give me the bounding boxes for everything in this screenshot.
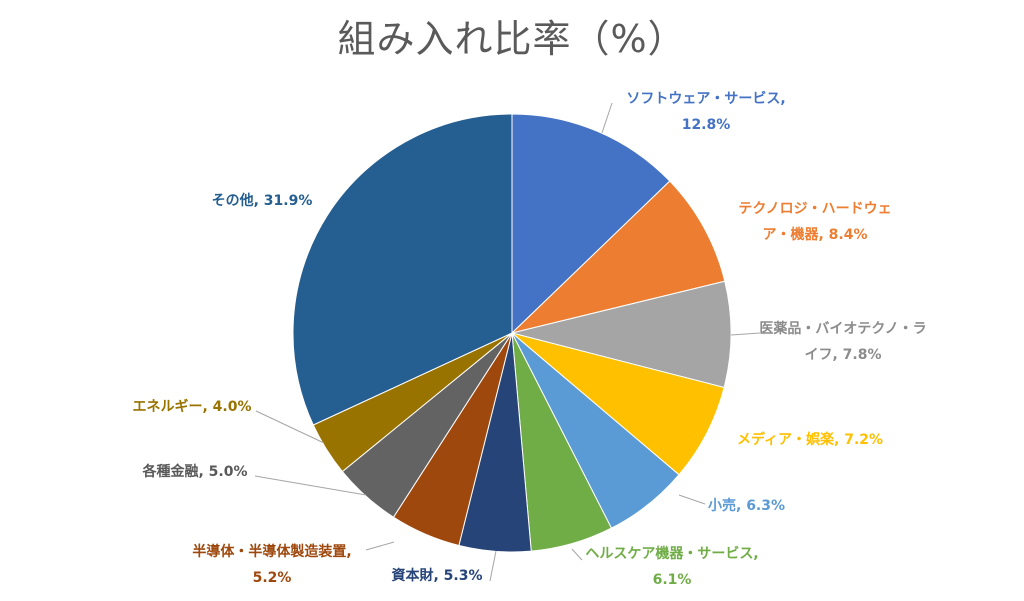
- data-label-line: 半導体・半導体製造装置,: [192, 543, 351, 560]
- data-label-line: エネルギー, 4.0%: [132, 398, 251, 415]
- data-label-line: その他, 31.9%: [212, 192, 313, 209]
- chart-title: 組み入れ比率（%）: [337, 17, 687, 61]
- data-label: メディア・娯楽, 7.2%: [737, 431, 883, 448]
- data-label-line: 5.2%: [253, 570, 292, 586]
- data-label-line: 資本財, 5.3%: [391, 567, 482, 584]
- leader-line: [489, 550, 497, 582]
- leader-line: [571, 548, 583, 561]
- data-label: 医薬品・バイオテクノ・ライフ, 7.8%: [759, 320, 926, 363]
- data-label: 半導体・半導体製造装置, 5.2%: [192, 543, 351, 586]
- data-label-line: ヘルスケア機器・サービス,: [585, 545, 758, 562]
- data-label-line: 小売, 6.3%: [708, 497, 785, 514]
- leader-line: [730, 332, 761, 336]
- data-label: 小売, 6.3%: [708, 497, 785, 514]
- pie-slice: [292, 113, 513, 426]
- pie-slice: [511, 332, 725, 476]
- pie-slice: [511, 280, 732, 389]
- data-label: ヘルスケア機器・サービス, 6.1%: [585, 545, 758, 588]
- leader-line: [365, 541, 395, 551]
- data-label-line: 6.1%: [653, 572, 692, 588]
- pie-slice: [511, 113, 671, 335]
- leader-line: [254, 475, 367, 496]
- data-label-line: メディア・娯楽, 7.2%: [737, 431, 883, 448]
- data-label: 各種金融, 5.0%: [141, 463, 247, 480]
- data-label-line: イフ, 7.8%: [804, 347, 881, 363]
- data-label-line: 医薬品・バイオテクノ・ラ: [759, 320, 926, 337]
- data-label: テクノロジ・ハードウェア・機器, 8.4%: [738, 201, 891, 243]
- data-label-line: 各種金融, 5.0%: [141, 463, 247, 480]
- data-label: その他, 31.9%: [212, 192, 313, 209]
- data-label-line: 12.8%: [682, 117, 731, 133]
- data-label: エネルギー, 4.0%: [132, 398, 251, 415]
- data-label: 資本財, 5.3%: [391, 567, 482, 584]
- leader-line: [678, 494, 706, 505]
- data-label-line: ア・機器, 8.4%: [762, 226, 867, 243]
- data-label-line: ソフトウェア・サービス,: [626, 91, 785, 107]
- data-label: ソフトウェア・サービス, 12.8%: [626, 91, 785, 133]
- leader-line: [601, 102, 613, 134]
- data-label-line: テクノロジ・ハードウェ: [738, 201, 891, 217]
- pie-slice: [510, 180, 726, 334]
- leader-line: [255, 410, 325, 444]
